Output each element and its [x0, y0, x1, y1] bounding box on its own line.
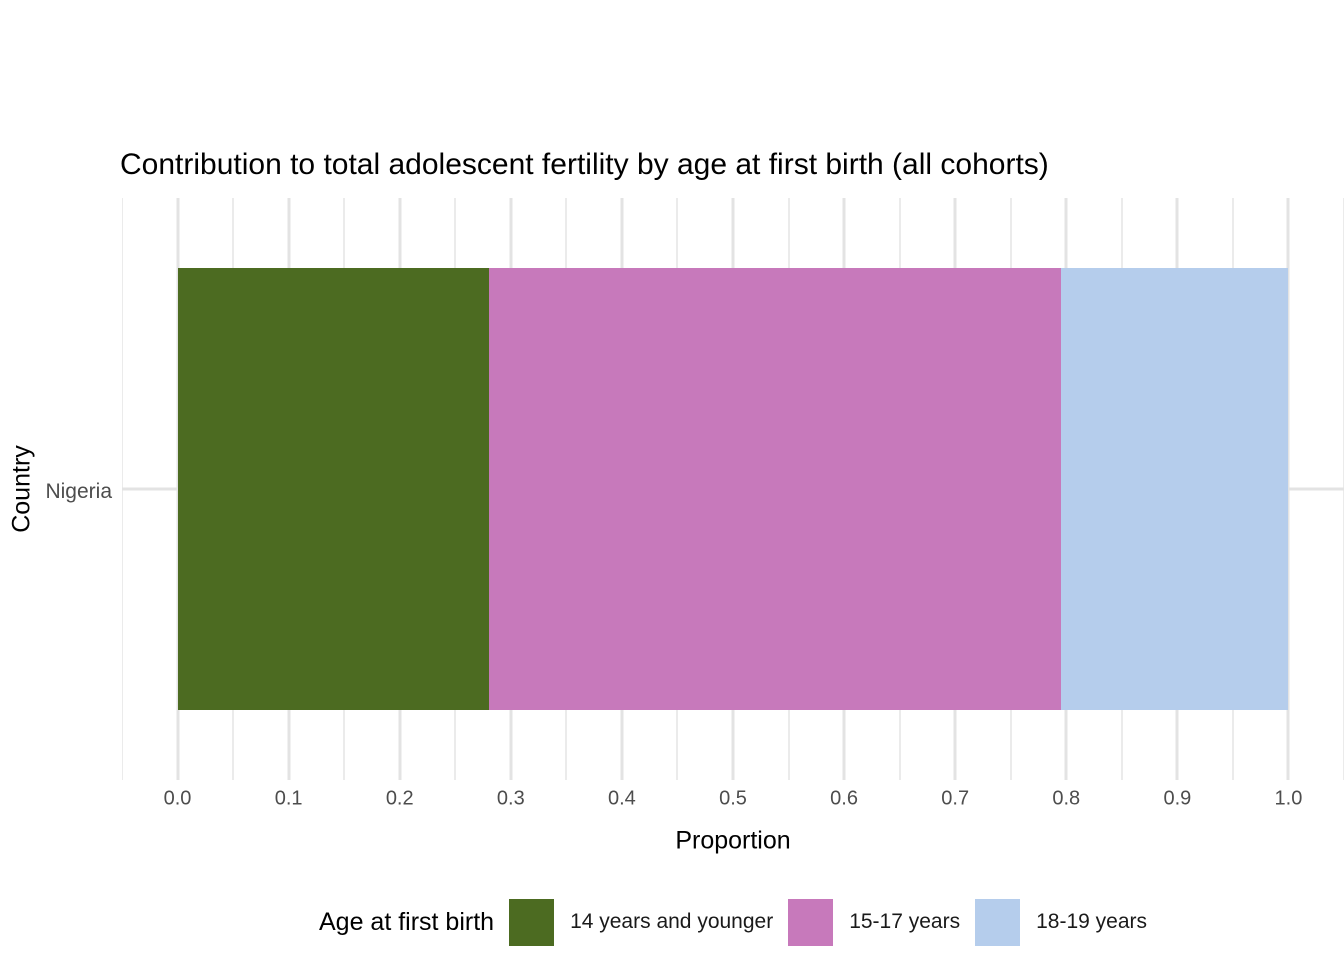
plot-panel: [122, 198, 1344, 780]
x-tick-label: 0.5: [719, 787, 747, 810]
x-tick-label: 0.6: [830, 787, 858, 810]
legend-key-icon: [975, 898, 1021, 946]
legend-title: Age at first birth: [318, 907, 495, 936]
legend-item-15-17-years: 15-17 years: [788, 898, 961, 946]
legend-label: 14 years and younger: [570, 910, 774, 933]
x-axis-title: Proportion: [675, 826, 791, 855]
legend-item-18-19-years: 18-19 years: [975, 898, 1148, 946]
stacked-bar: [177, 268, 1289, 710]
x-tick-label: 0.3: [496, 787, 525, 810]
x-tick-label: 0.0: [163, 787, 192, 810]
x-tick-label: 0.9: [1163, 787, 1192, 810]
chart-title: Contribution to total adolescent fertili…: [120, 148, 1049, 181]
legend: Age at first birth 14 years and younger 1…: [122, 897, 1344, 947]
legend-label: 15-17 years: [849, 910, 961, 933]
x-tick-label: 1.0: [1274, 787, 1303, 810]
x-tick-label: 0.7: [941, 787, 970, 810]
x-tick-label: 0.2: [385, 787, 414, 810]
y-axis-title: Country: [7, 445, 36, 533]
legend-key-icon: [788, 898, 834, 946]
legend-item-14-years-and-younger: 14 years and younger: [509, 898, 774, 946]
x-tick-label: 0.1: [274, 787, 303, 810]
x-tick-labels: 0.0 0.1 0.2 0.3 0.4 0.5 0.6 0.7 0.8 0.9 1.0: [122, 780, 1344, 820]
x-tick-label: 0.4: [608, 787, 636, 810]
bar-segment-18-19-years: [1060, 268, 1289, 710]
bar-segment-15-17-years: [488, 268, 1061, 710]
y-tick-label: Nigeria: [45, 480, 112, 503]
legend-label: 18-19 years: [1036, 910, 1148, 933]
x-tick-label: 0.8: [1052, 787, 1081, 810]
bar-segment-14-years-and-younger: [177, 268, 489, 710]
legend-key-icon: [509, 898, 555, 946]
